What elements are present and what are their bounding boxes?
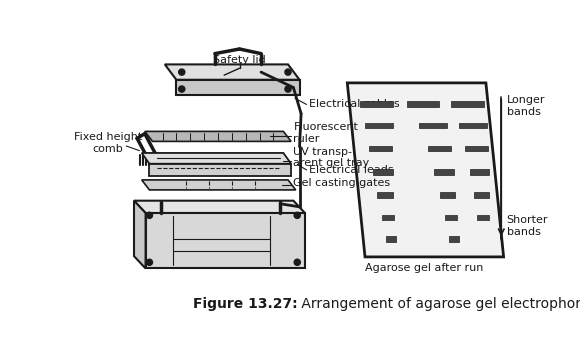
- Circle shape: [179, 69, 185, 75]
- Polygon shape: [134, 201, 305, 213]
- Bar: [449, 236, 459, 241]
- Bar: [419, 123, 447, 128]
- Bar: [440, 192, 455, 198]
- Bar: [459, 123, 487, 128]
- Text: Fluorescent
ruler: Fluorescent ruler: [293, 122, 358, 144]
- Polygon shape: [145, 131, 291, 141]
- Polygon shape: [165, 64, 299, 80]
- Polygon shape: [347, 83, 503, 257]
- Bar: [445, 215, 458, 220]
- Bar: [477, 215, 489, 220]
- Bar: [434, 169, 454, 175]
- Circle shape: [146, 212, 153, 218]
- Bar: [451, 101, 484, 107]
- Text: Fixed height
comb: Fixed height comb: [74, 132, 142, 154]
- Bar: [470, 169, 489, 175]
- Bar: [382, 215, 394, 220]
- Polygon shape: [146, 213, 305, 268]
- Text: Electrical cables: Electrical cables: [309, 100, 400, 110]
- Text: Arrangement of agarose gel electrophoresis assembly: Arrangement of agarose gel electrophores…: [297, 297, 580, 311]
- Bar: [474, 192, 489, 198]
- Bar: [465, 146, 488, 151]
- Bar: [369, 146, 392, 151]
- Bar: [407, 101, 439, 107]
- Polygon shape: [142, 180, 296, 190]
- Circle shape: [285, 69, 291, 75]
- Text: UV transp-
arent gel tray: UV transp- arent gel tray: [293, 147, 369, 169]
- Circle shape: [179, 86, 185, 92]
- Text: Electrical leads: Electrical leads: [309, 165, 393, 175]
- Text: Figure 13.27:: Figure 13.27:: [193, 297, 297, 311]
- Text: Safety lid: Safety lid: [213, 55, 266, 65]
- Polygon shape: [176, 80, 299, 95]
- Text: Shorter
bands: Shorter bands: [507, 215, 548, 237]
- Bar: [378, 192, 393, 198]
- Circle shape: [294, 259, 300, 265]
- Circle shape: [146, 259, 153, 265]
- Text: Agarose gel after run: Agarose gel after run: [365, 263, 484, 273]
- Bar: [428, 146, 451, 151]
- Text: Gel casting gates: Gel casting gates: [293, 178, 390, 188]
- Polygon shape: [150, 164, 291, 176]
- Bar: [360, 101, 393, 107]
- Circle shape: [285, 86, 291, 92]
- Circle shape: [294, 212, 300, 218]
- Bar: [386, 236, 396, 241]
- Text: Longer
bands: Longer bands: [507, 95, 545, 117]
- Bar: [374, 169, 393, 175]
- Bar: [365, 123, 393, 128]
- Polygon shape: [134, 201, 146, 268]
- Polygon shape: [142, 153, 291, 164]
